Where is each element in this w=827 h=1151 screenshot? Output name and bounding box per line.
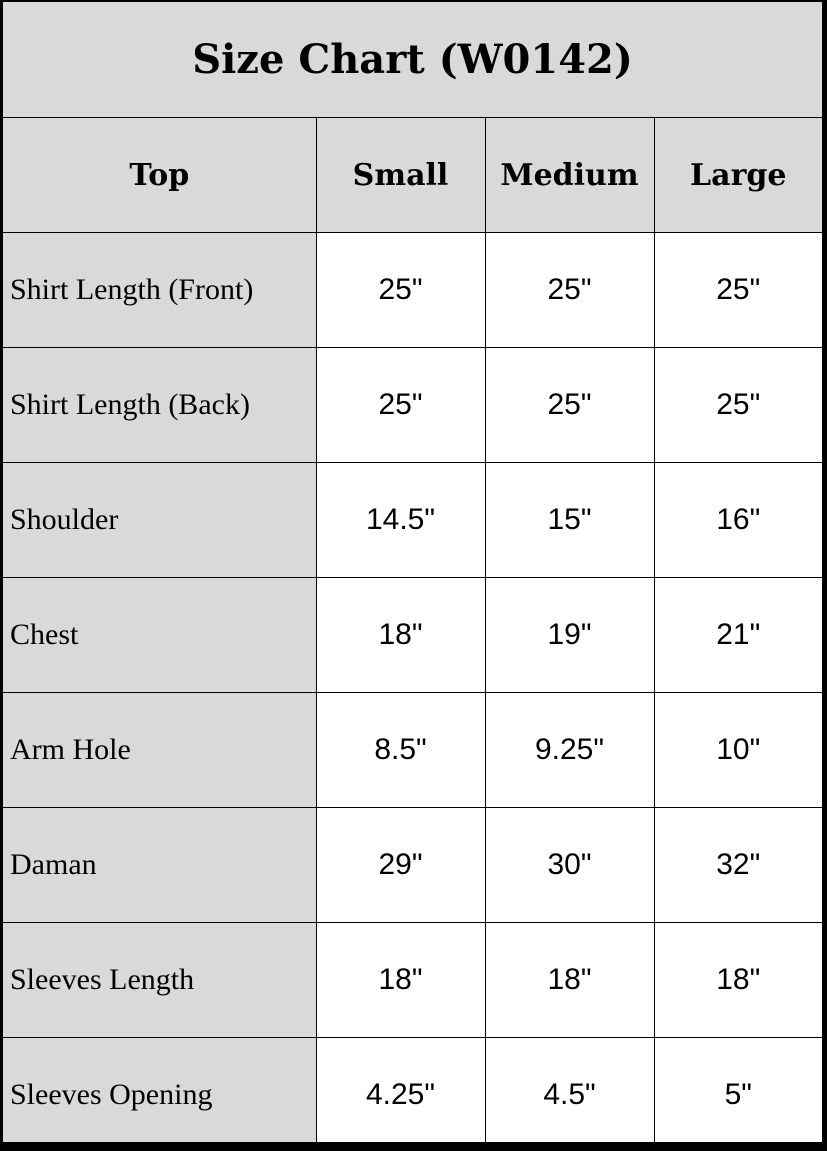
- size-value: 25": [315, 232, 486, 348]
- size-value: 9.25": [484, 692, 655, 808]
- size-value: 29": [315, 807, 486, 923]
- size-value: 32": [653, 807, 822, 923]
- size-value: 30": [484, 807, 655, 923]
- size-value: 5": [653, 1037, 822, 1142]
- size-value: 18": [315, 577, 486, 693]
- size-value: 8.5": [315, 692, 486, 808]
- row-label: Daman: [3, 807, 317, 923]
- column-header: Large: [653, 118, 822, 233]
- size-value: 18": [484, 922, 655, 1038]
- table-row: Chest 18" 19" 21": [3, 577, 822, 693]
- column-header: Top: [3, 118, 317, 233]
- size-value: 4.5": [484, 1037, 655, 1142]
- size-value: 25": [315, 347, 486, 463]
- size-value: 25": [484, 347, 655, 463]
- size-value: 14.5": [315, 462, 486, 578]
- size-chart: Size Chart (W0142) Top Small Medium Larg…: [3, 2, 822, 1142]
- row-label: Sleeves Length: [3, 922, 317, 1038]
- row-label: Chest: [3, 577, 317, 693]
- row-label: Shirt Length (Back): [3, 347, 317, 463]
- size-value: 4.25": [315, 1037, 486, 1142]
- table-row: Shoulder 14.5" 15" 16": [3, 462, 822, 578]
- table-row: Arm Hole 8.5" 9.25" 10": [3, 692, 822, 808]
- size-value: 25": [653, 347, 822, 463]
- row-label: Shoulder: [3, 462, 317, 578]
- size-value: 18": [315, 922, 486, 1038]
- size-value: 15": [484, 462, 655, 578]
- row-label: Arm Hole: [3, 692, 317, 808]
- size-table: Top Small Medium Large Shirt Length (Fro…: [3, 118, 822, 1142]
- table-row: Sleeves Opening 4.25" 4.5" 5": [3, 1037, 822, 1142]
- size-value: 16": [653, 462, 822, 578]
- column-header: Medium: [484, 118, 655, 233]
- size-value: 25": [484, 232, 655, 348]
- size-value: 21": [653, 577, 822, 693]
- table-row: Sleeves Length 18" 18" 18": [3, 922, 822, 1038]
- size-value: 10": [653, 692, 822, 808]
- row-label: Sleeves Opening: [3, 1037, 317, 1142]
- table-row: Daman 29" 30" 32": [3, 807, 822, 923]
- chart-title: Size Chart (W0142): [3, 2, 822, 118]
- table-row: Shirt Length (Back) 25" 25" 25": [3, 347, 822, 463]
- size-value: 19": [484, 577, 655, 693]
- header-row: Top Small Medium Large: [3, 118, 822, 233]
- size-value: 18": [653, 922, 822, 1038]
- column-header: Small: [315, 118, 486, 233]
- table-row: Shirt Length (Front) 25" 25" 25": [3, 232, 822, 348]
- size-value: 25": [653, 232, 822, 348]
- row-label: Shirt Length (Front): [3, 232, 317, 348]
